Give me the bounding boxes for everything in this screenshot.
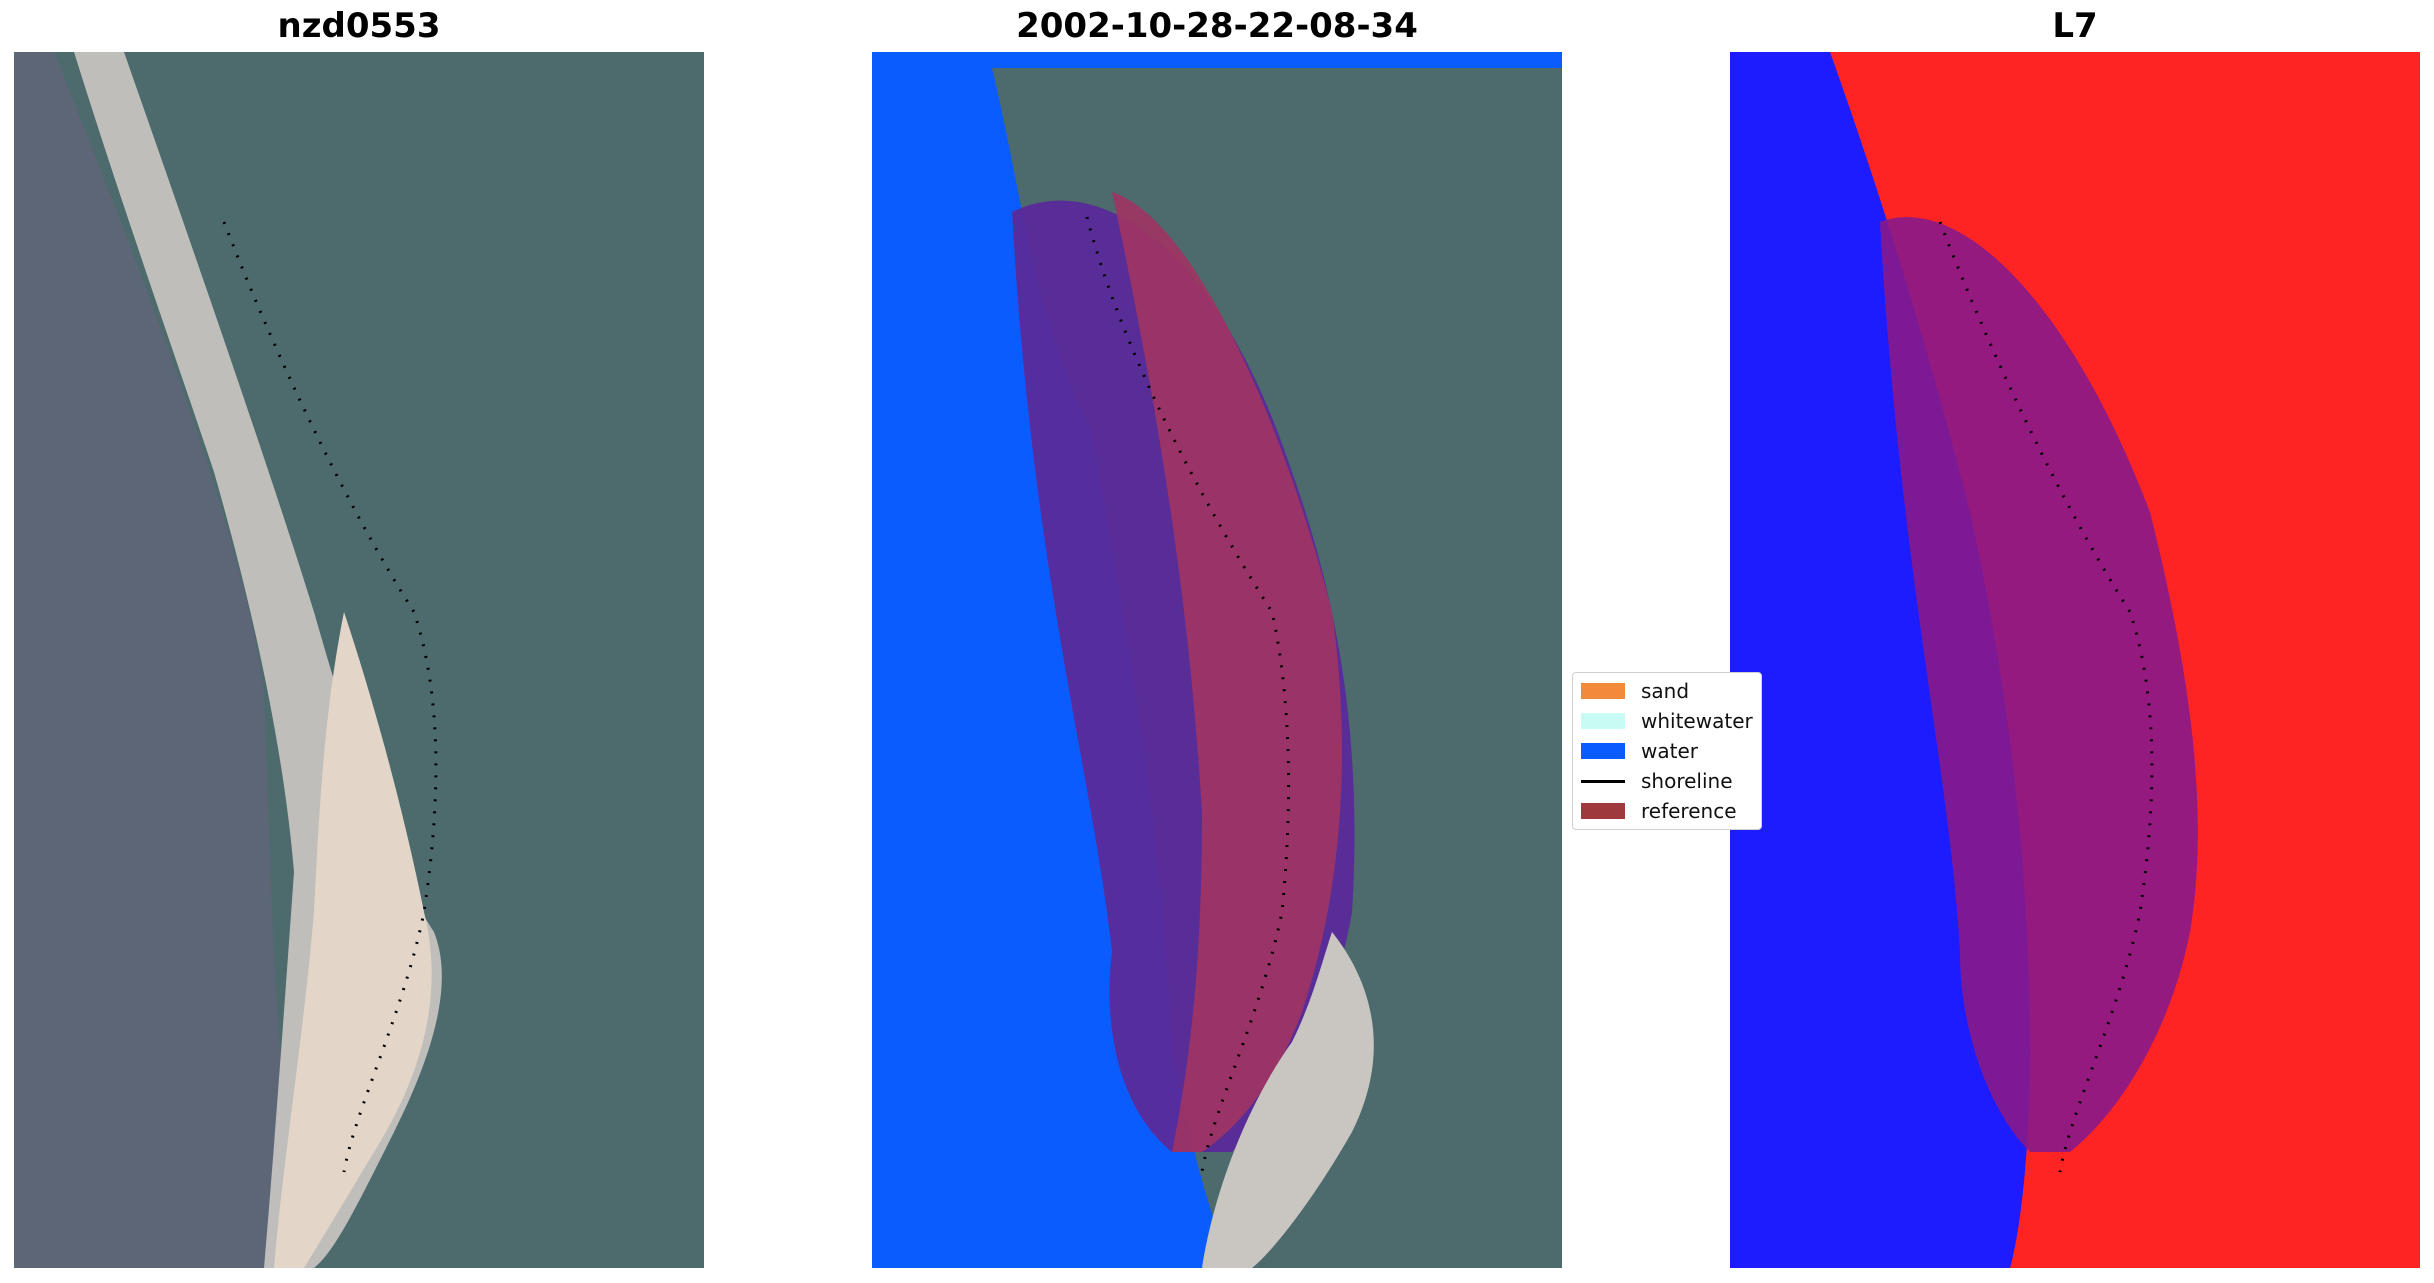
negative-index bbox=[1730, 52, 2030, 1268]
reference-swatch bbox=[1581, 803, 1625, 819]
panel-title-satellite: L7 bbox=[2052, 6, 2098, 46]
legend-item-shoreline: shoreline bbox=[1581, 769, 1733, 793]
reference-band-right bbox=[1112, 192, 1342, 1152]
reference-band bbox=[1880, 217, 2198, 1153]
rgb-image-panel bbox=[14, 52, 704, 1268]
bright-sand bbox=[274, 612, 432, 1268]
legend-item-water: water bbox=[1581, 739, 1698, 763]
legend-item-reference: reference bbox=[1581, 799, 1737, 823]
whitewater-swatch bbox=[1581, 713, 1625, 729]
sand-swatch bbox=[1581, 683, 1625, 699]
legend-label: whitewater bbox=[1641, 709, 1753, 733]
panel-title-date: 2002-10-28-22-08-34 bbox=[1016, 6, 1418, 46]
legend-label: shoreline bbox=[1641, 769, 1733, 793]
legend-label: reference bbox=[1641, 799, 1737, 823]
panel-title-image: nzd0553 bbox=[277, 6, 441, 46]
legend-label: sand bbox=[1641, 679, 1690, 703]
legend: sand whitewater water shoreline referenc… bbox=[1572, 672, 1762, 830]
legend-label: water bbox=[1641, 739, 1698, 763]
shoreline-line-swatch bbox=[1581, 779, 1625, 783]
legend-item-whitewater: whitewater bbox=[1581, 709, 1753, 733]
legend-item-sand: sand bbox=[1581, 679, 1689, 703]
index-panel bbox=[1730, 52, 2420, 1268]
sea-area bbox=[14, 52, 314, 1268]
sand-area bbox=[1202, 932, 1374, 1268]
shoreline bbox=[1085, 216, 1291, 1173]
classification-panel bbox=[872, 52, 1562, 1268]
water-swatch bbox=[1581, 743, 1625, 759]
